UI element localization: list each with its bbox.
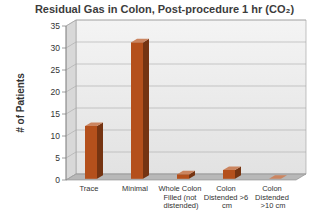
tick-label: 0 <box>55 175 60 185</box>
bar-side <box>143 39 149 179</box>
bar-top <box>131 39 149 43</box>
category-label: Whole Colon Filled (not distended) <box>158 184 203 210</box>
grid-line <box>66 108 306 114</box>
category-label-line: Trace <box>80 184 99 193</box>
bar-front <box>177 174 189 178</box>
tick-mark <box>62 180 66 181</box>
grid-line <box>66 86 306 92</box>
y-axis <box>66 26 67 180</box>
category-label-line: cm <box>222 201 232 210</box>
bar <box>85 122 103 178</box>
category-label: Colon Distended >10 cm <box>255 184 291 210</box>
tick-label: 20 <box>51 87 61 97</box>
y-axis-label: # of Patients <box>15 73 26 133</box>
bar-front <box>223 170 235 179</box>
category-label: Colon Distended >6 cm <box>204 184 251 210</box>
side-wall <box>66 20 76 180</box>
category-label: Trace <box>80 184 99 193</box>
bar-top <box>177 171 195 175</box>
bar-top <box>85 122 103 126</box>
bar-front <box>85 126 97 179</box>
bar-front <box>269 178 281 179</box>
back-wall <box>76 20 306 174</box>
tick-mark <box>62 136 66 137</box>
tick-label: 30 <box>51 43 61 53</box>
tick-label: 15 <box>51 109 61 119</box>
category-label-line: >10 cm <box>261 201 286 210</box>
chart: Residual Gas in Colon, Post-procedure 1 … <box>0 0 329 215</box>
tick-label: 10 <box>51 131 61 141</box>
grid-line <box>66 20 306 26</box>
bar-side <box>97 122 103 178</box>
tick-mark <box>62 114 66 115</box>
bar <box>223 166 241 178</box>
bar <box>131 39 149 179</box>
bar <box>177 171 195 179</box>
tick-mark <box>62 70 66 71</box>
bar-top <box>223 166 241 170</box>
grid-line <box>66 42 306 48</box>
bars <box>85 39 287 179</box>
category-label: Minimal <box>122 184 148 193</box>
grid-line <box>66 64 306 70</box>
title: Residual Gas in Colon, Post-procedure 1 … <box>35 3 294 15</box>
tick-label: 25 <box>51 65 61 75</box>
tick-label: 5 <box>55 153 60 163</box>
bar-front <box>131 42 143 178</box>
tick-mark <box>62 48 66 49</box>
category-label-line: Minimal <box>122 184 148 193</box>
bar <box>269 175 287 179</box>
tick-label: 35 <box>51 21 61 31</box>
tick-mark <box>62 92 66 93</box>
category-label-line: distended) <box>163 201 199 210</box>
bar-top <box>269 175 287 179</box>
tick-mark <box>62 158 66 159</box>
tick-mark <box>62 26 66 27</box>
